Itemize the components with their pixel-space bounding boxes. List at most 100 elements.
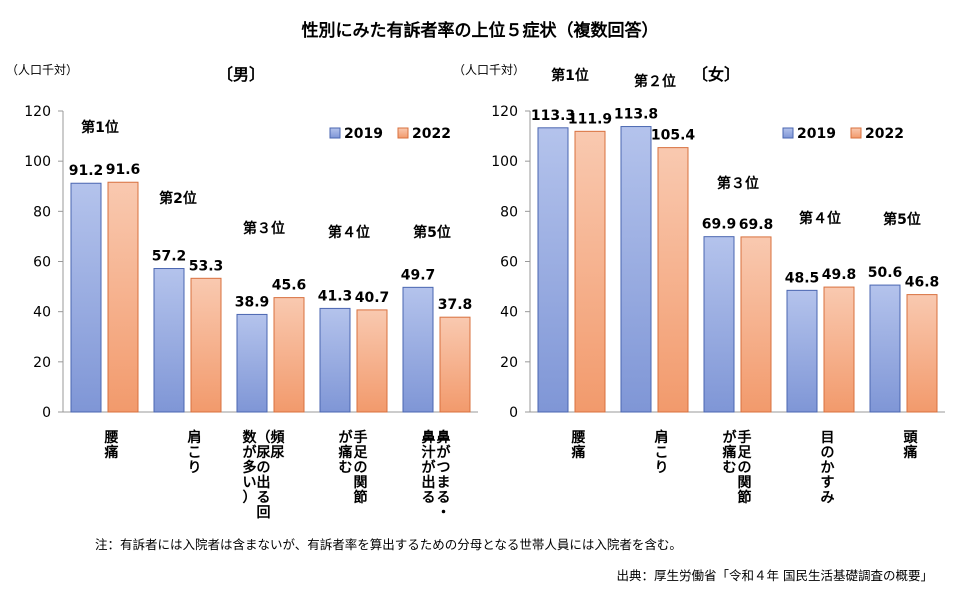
rank-label: 第1位 (81, 119, 119, 136)
rank-label: 第5位 (883, 211, 921, 228)
category-label-char: 尿 (257, 445, 271, 461)
bar-2019 (620, 126, 652, 413)
category-label-char: ） (243, 490, 257, 506)
rank-label: 第４位 (799, 210, 841, 227)
chart-title: 〔男〕 (217, 65, 265, 84)
category-label-char: 肩 (655, 429, 669, 446)
y-tick-label: 60 (33, 255, 51, 271)
y-tick-label: 40 (500, 305, 518, 321)
category-label-char: 痛 (338, 444, 353, 461)
data-label: 48.5 (785, 270, 820, 286)
category-label-char: 鼻 (437, 429, 451, 446)
category-label-char: こ (655, 445, 669, 461)
category-label-char: 手 (354, 429, 368, 446)
source-credit: 出典：厚生労働省「令和４年 国民生活基礎調査の概要」 (617, 568, 933, 583)
category-label-char: 目 (821, 430, 835, 446)
bar-2019 (153, 268, 185, 413)
data-label: 105.4 (651, 128, 696, 144)
bar-2019 (70, 182, 102, 413)
data-label: 37.8 (438, 297, 473, 313)
category-label-char: 痛 (104, 444, 119, 461)
category-label-char: 頭 (904, 430, 919, 446)
data-label: 91.6 (106, 162, 141, 178)
y-tick-label: 120 (491, 104, 518, 120)
rank-label: 第４位 (328, 224, 370, 241)
category-label-char: 数 (243, 429, 258, 446)
y-tick-label: 60 (500, 255, 518, 271)
category-label-char: 痛 (571, 444, 586, 461)
category-label-char: 肩 (188, 429, 202, 446)
category-label-char: 節 (354, 489, 368, 506)
bar-2022 (574, 130, 606, 413)
bar-2019 (236, 313, 268, 413)
category-label-char: い (243, 475, 257, 491)
main-title: 性別にみた有訴者率の上位５症状（複数回答） (302, 20, 659, 41)
category-label-char: の (821, 445, 835, 461)
category-label-char: 多 (243, 459, 257, 476)
data-label: 91.2 (69, 163, 104, 179)
data-label: 46.8 (905, 275, 940, 291)
data-label: 45.6 (272, 278, 307, 294)
category-label-char: 鼻 (422, 429, 436, 446)
legend-swatch-2019 (329, 127, 341, 139)
category-label-char: る (257, 490, 271, 506)
legend-swatch-2022 (850, 127, 862, 139)
y-tick-label: 100 (24, 154, 51, 170)
category-label-char: 回 (257, 505, 271, 521)
category-label-char: 足 (354, 445, 369, 461)
rank-label: 第1位 (551, 67, 589, 84)
data-label: 53.3 (189, 258, 224, 274)
category-label-char: む (723, 460, 737, 476)
category-label-char: こ (188, 445, 202, 461)
category-label-char: の (354, 460, 368, 476)
bar-2022 (657, 147, 689, 413)
y-tick-label: 80 (33, 204, 51, 220)
bar-2022 (107, 181, 139, 413)
bar-2022 (740, 236, 772, 413)
legend-label: 2022 (412, 126, 451, 142)
legend-swatch-2022 (397, 127, 409, 139)
data-label: 49.7 (401, 267, 436, 283)
data-label: 40.7 (355, 290, 390, 306)
bar-2022 (190, 277, 222, 413)
category-label-char: 関 (354, 475, 368, 491)
bar-2022 (356, 309, 388, 413)
bar-2019 (537, 127, 569, 413)
rank-label: 第３位 (243, 220, 285, 237)
unit-label: （人口千対） (453, 63, 525, 77)
bar-2019 (786, 289, 818, 413)
category-label-char: む (339, 460, 353, 476)
legend-label: 2019 (797, 126, 836, 142)
bar-2022 (439, 316, 471, 413)
y-tick-label: 40 (33, 305, 51, 321)
category-label-char: つ (437, 460, 451, 476)
category-label-char: る (422, 490, 436, 506)
data-label: 69.9 (702, 217, 737, 233)
category-label-char: 汁 (422, 444, 436, 461)
chart-title: 〔女〕 (692, 65, 740, 84)
y-tick-label: 120 (24, 104, 51, 120)
category-label-char: 関 (738, 475, 752, 491)
legend-swatch-2019 (782, 127, 794, 139)
y-tick-label: 80 (500, 204, 518, 220)
category-label-char: ・ (437, 505, 451, 521)
data-label: 69.8 (739, 217, 774, 233)
category-label-char: 腰 (104, 430, 119, 446)
rank-label: 第2位 (159, 190, 197, 207)
category-label-char: が (437, 444, 452, 461)
bar-2019 (869, 284, 901, 413)
category-label-char: 手 (738, 429, 752, 446)
y-tick-label: 100 (491, 154, 518, 170)
category-label-char: 出 (257, 474, 271, 491)
rank-label: 第３位 (717, 175, 759, 192)
category-label-char: の (257, 460, 271, 476)
data-label: 41.3 (318, 288, 353, 304)
legend-label: 2022 (865, 126, 904, 142)
data-label: 111.9 (568, 111, 612, 127)
category-label-char: 出 (422, 474, 436, 491)
data-label: 50.6 (868, 265, 903, 281)
